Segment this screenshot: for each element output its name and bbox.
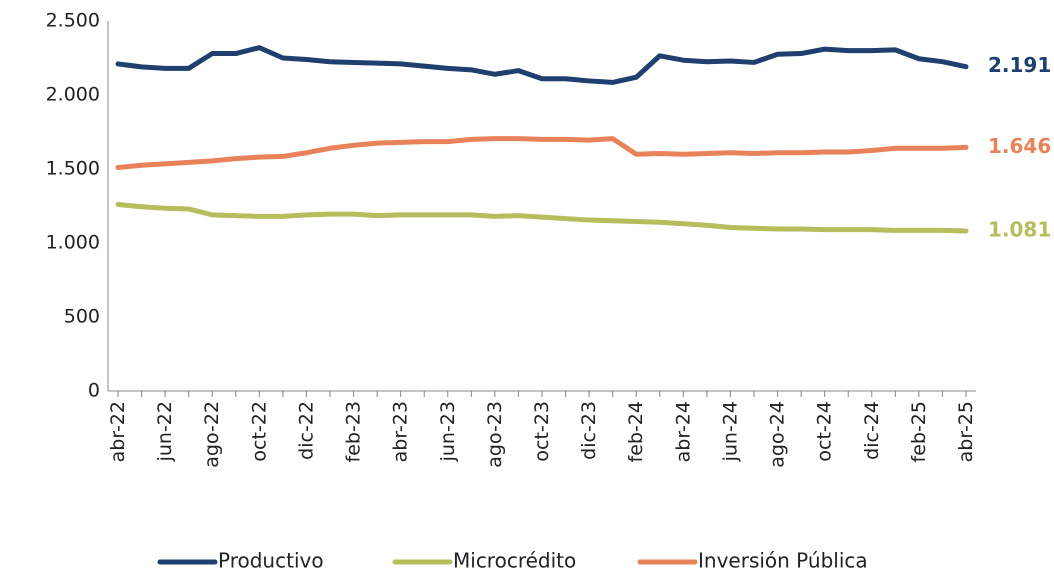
x-tick-label: jun-24	[719, 401, 741, 462]
legend-label: Inversión Pública	[698, 549, 868, 573]
x-tick-label: ago-24	[767, 401, 789, 468]
y-tick-label: 500	[64, 306, 100, 328]
x-tick-label: jun-22	[154, 401, 176, 462]
x-tick-label: oct-22	[248, 401, 270, 462]
x-tick-label: jun-23	[437, 401, 459, 462]
y-tick-label: 1.500	[46, 158, 100, 180]
y-tick-label: 2.500	[46, 10, 100, 32]
y-tick-label: 2.000	[46, 84, 100, 106]
x-tick-label: ago-22	[201, 401, 223, 468]
x-tick-label: dic-22	[295, 401, 317, 460]
series-line	[115, 202, 969, 234]
x-tick-label: ago-23	[484, 401, 506, 468]
y-tick-label: 1.000	[46, 232, 100, 254]
value-label: 2.191	[988, 53, 1051, 77]
x-tick-label: oct-24	[814, 401, 836, 462]
y-tick-label: 0	[88, 380, 100, 402]
x-tick-label: oct-23	[531, 401, 553, 462]
x-tick-label: abr-22	[107, 401, 129, 462]
value-label: 1.081	[988, 218, 1051, 242]
x-tick-label: abr-24	[672, 401, 694, 462]
legend-label: Microcrédito	[453, 549, 576, 573]
x-tick-label: feb-24	[625, 401, 647, 462]
x-tick-label: feb-25	[908, 401, 930, 462]
x-tick-label: abr-23	[390, 401, 412, 462]
x-tick-label: feb-23	[343, 401, 365, 462]
legend-label: Productivo	[218, 549, 324, 573]
value-label: 1.646	[988, 134, 1051, 158]
series-line	[115, 45, 969, 85]
x-tick-label: dic-23	[578, 401, 600, 460]
x-tick-label: abr-25	[955, 401, 977, 462]
series-line	[115, 136, 969, 171]
x-tick-label: dic-24	[861, 401, 883, 460]
